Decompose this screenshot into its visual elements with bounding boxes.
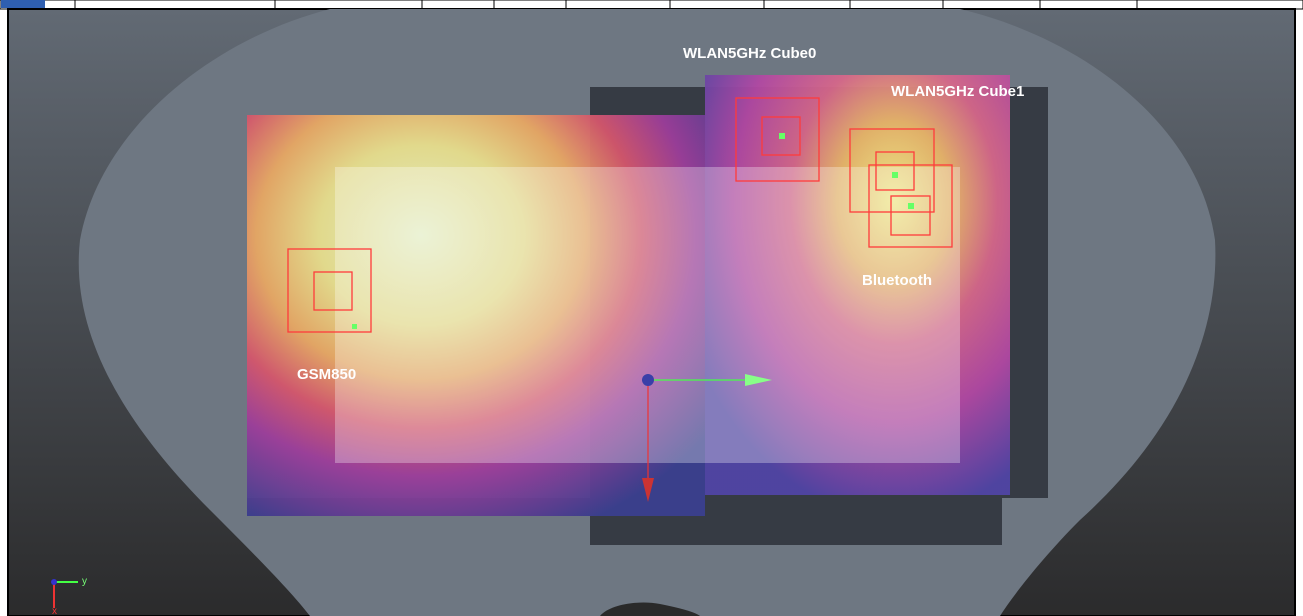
heatmap-gsm850	[247, 115, 705, 516]
label-wlan-cube1: WLAN5GHz Cube1	[891, 83, 1024, 100]
triad-x: x	[52, 606, 57, 616]
label-wlan-cube0: WLAN5GHz Cube0	[683, 45, 816, 62]
triad-y: y	[82, 576, 87, 587]
label-bluetooth: Bluetooth	[862, 272, 932, 289]
toolbar-cell-active[interactable]	[1, 0, 45, 8]
axes-gizmo	[642, 374, 772, 502]
zoom-cubes	[287, 97, 953, 333]
phantom-notch	[600, 602, 700, 616]
heatmap-wlan	[705, 75, 1010, 495]
label-gsm850: GSM850	[297, 366, 356, 383]
orientation-triad: y x	[51, 576, 87, 616]
toolbar	[0, 0, 1303, 10]
toolbar-dividers	[74, 0, 1138, 9]
